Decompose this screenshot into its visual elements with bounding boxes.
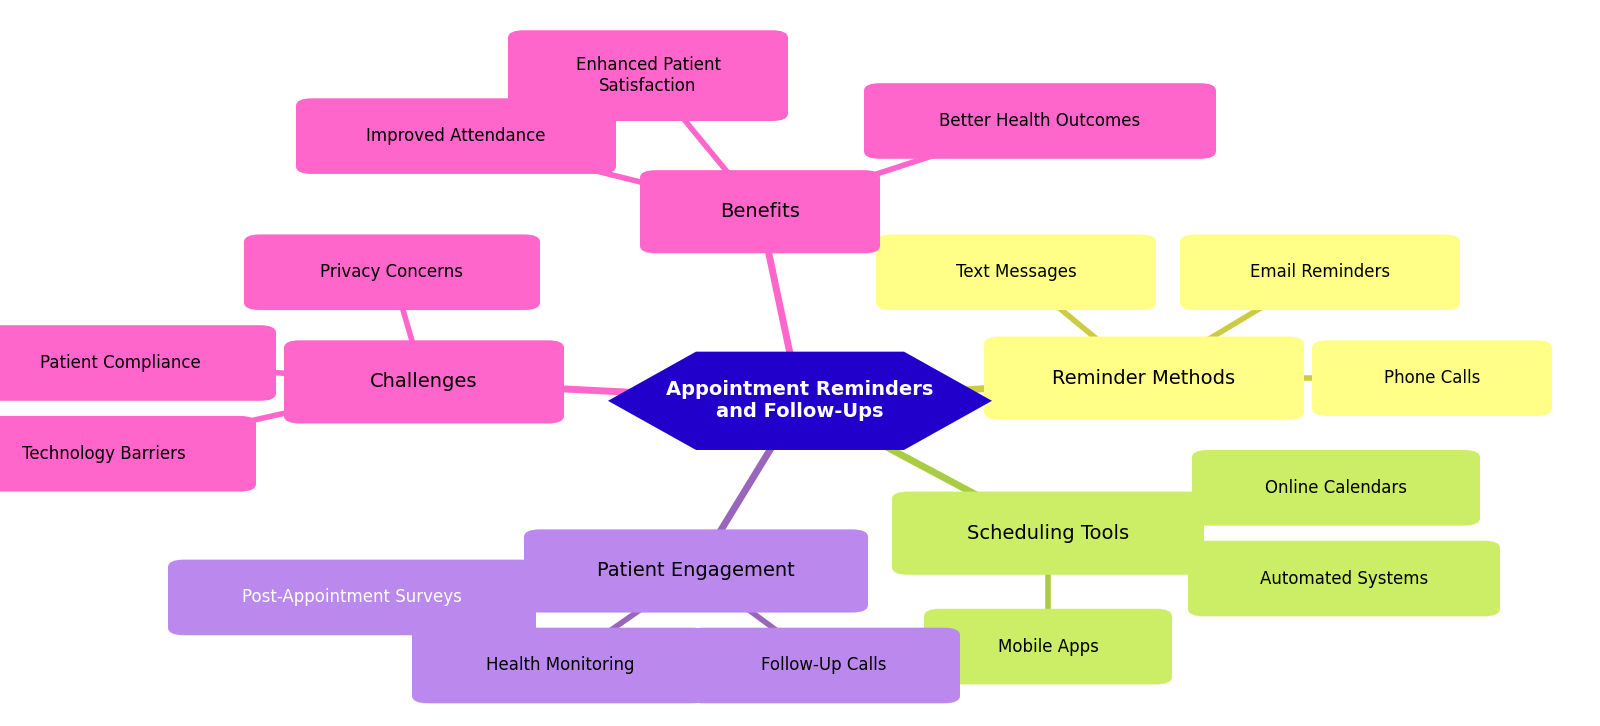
FancyBboxPatch shape: [243, 234, 541, 310]
Text: Health Monitoring: Health Monitoring: [486, 656, 634, 674]
Text: Phone Calls: Phone Calls: [1384, 369, 1480, 387]
FancyBboxPatch shape: [1312, 340, 1552, 416]
Text: Text Messages: Text Messages: [955, 264, 1077, 281]
Polygon shape: [608, 351, 992, 450]
FancyBboxPatch shape: [1181, 234, 1459, 310]
FancyBboxPatch shape: [411, 628, 707, 703]
Text: Enhanced Patient
Satisfaction: Enhanced Patient Satisfaction: [576, 56, 720, 95]
FancyBboxPatch shape: [688, 628, 960, 703]
FancyBboxPatch shape: [1192, 450, 1480, 526]
Text: Email Reminders: Email Reminders: [1250, 264, 1390, 281]
Text: Better Health Outcomes: Better Health Outcomes: [939, 112, 1141, 130]
Text: Post-Appointment Surveys: Post-Appointment Surveys: [242, 589, 462, 606]
Text: Appointment Reminders
and Follow-Ups: Appointment Reminders and Follow-Ups: [666, 380, 934, 421]
Text: Technology Barriers: Technology Barriers: [22, 445, 186, 462]
Text: Improved Attendance: Improved Attendance: [366, 127, 546, 145]
FancyBboxPatch shape: [296, 98, 616, 174]
FancyBboxPatch shape: [0, 325, 277, 401]
FancyBboxPatch shape: [0, 416, 256, 492]
Text: Challenges: Challenges: [370, 372, 478, 391]
Text: Benefits: Benefits: [720, 203, 800, 221]
FancyBboxPatch shape: [893, 492, 1205, 575]
FancyBboxPatch shape: [525, 529, 867, 613]
FancyBboxPatch shape: [285, 340, 563, 423]
Text: Scheduling Tools: Scheduling Tools: [966, 523, 1130, 542]
FancyBboxPatch shape: [864, 83, 1216, 159]
Text: Privacy Concerns: Privacy Concerns: [320, 264, 464, 281]
Text: Reminder Methods: Reminder Methods: [1053, 369, 1235, 388]
FancyBboxPatch shape: [509, 30, 787, 121]
FancyBboxPatch shape: [877, 234, 1155, 310]
FancyBboxPatch shape: [984, 337, 1304, 420]
Text: Patient Compliance: Patient Compliance: [40, 354, 200, 372]
FancyBboxPatch shape: [1187, 541, 1499, 616]
Text: Mobile Apps: Mobile Apps: [997, 637, 1099, 656]
FancyBboxPatch shape: [168, 560, 536, 635]
FancyBboxPatch shape: [925, 609, 1171, 685]
Text: Patient Engagement: Patient Engagement: [597, 561, 795, 581]
Text: Follow-Up Calls: Follow-Up Calls: [762, 656, 886, 674]
Text: Online Calendars: Online Calendars: [1266, 478, 1406, 497]
Text: Automated Systems: Automated Systems: [1259, 569, 1429, 587]
FancyBboxPatch shape: [640, 170, 880, 253]
